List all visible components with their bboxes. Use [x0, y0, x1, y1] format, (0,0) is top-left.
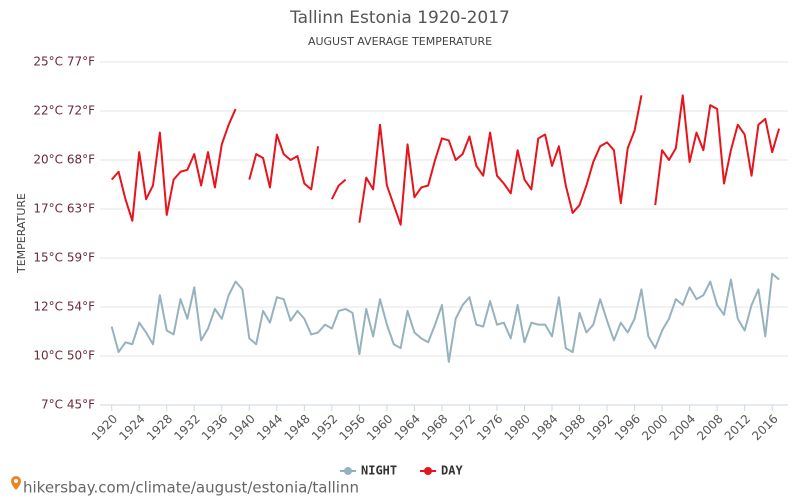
x-tick-label: 1936	[199, 412, 230, 443]
x-tick-label: 2008	[694, 412, 725, 443]
x-tick-label: 1984	[529, 412, 560, 443]
x-tick-label: 1960	[364, 412, 395, 443]
x-tick-label: 1972	[447, 412, 478, 443]
y-tick-label: 25°C 77°F	[33, 55, 95, 69]
x-tick-label: 1928	[144, 412, 175, 443]
x-tick-label: 1964	[392, 412, 423, 443]
data-line	[248, 133, 320, 191]
legend-label: NIGHT	[361, 464, 397, 478]
data-line	[110, 272, 780, 363]
chart-title: Tallinn Estonia 1920-2017	[289, 8, 510, 28]
y-tick-label: 15°C 59°F	[33, 251, 95, 265]
x-tick-label: 1952	[309, 412, 340, 443]
source-icon	[11, 476, 21, 490]
legend-marker	[344, 467, 352, 475]
x-tick-label: 2000	[639, 412, 670, 443]
y-tick-label: 20°C 68°F	[33, 153, 95, 167]
data-line	[110, 108, 237, 222]
y-tick-label: 12°C 54°F	[33, 300, 95, 314]
x-tick-label: 2004	[667, 412, 698, 443]
x-tick-label: 1932	[171, 412, 202, 443]
chart-subtitle: AUGUST AVERAGE TEMPERATURE	[308, 35, 492, 48]
y-tick-label: 7°C 45°F	[41, 398, 95, 412]
x-tick-label: 1920	[89, 412, 120, 443]
y-tick-label: 22°C 72°F	[33, 104, 95, 118]
x-tick-label: 1996	[612, 412, 643, 443]
x-tick-label: 2016	[749, 412, 780, 443]
data-line	[654, 94, 781, 206]
x-tick-label: 1940	[226, 412, 257, 443]
source-link: hikersbay.com/climate/august/estonia/tal…	[23, 479, 359, 497]
x-tick-label: 1924	[116, 412, 147, 443]
x-tick-label: 1976	[474, 412, 505, 443]
x-tick-label: 1980	[502, 412, 533, 443]
legend-label: DAY	[441, 464, 463, 478]
x-tick-label: 1992	[584, 412, 615, 443]
x-tick-label: 1968	[419, 412, 450, 443]
y-tick-label: 17°C 63°F	[33, 202, 95, 216]
data-line	[330, 178, 347, 200]
x-tick-label: 2012	[722, 412, 753, 443]
y-tick-label: 10°C 50°F	[33, 349, 95, 363]
x-tick-label: 1944	[254, 412, 285, 443]
data-line	[358, 95, 643, 226]
x-tick-label: 1988	[557, 412, 588, 443]
x-tick-label: 1948	[281, 412, 312, 443]
y-axis-title: TEMPERATURE	[15, 193, 28, 274]
x-tick-label: 1956	[336, 412, 367, 443]
legend-marker	[424, 467, 432, 475]
